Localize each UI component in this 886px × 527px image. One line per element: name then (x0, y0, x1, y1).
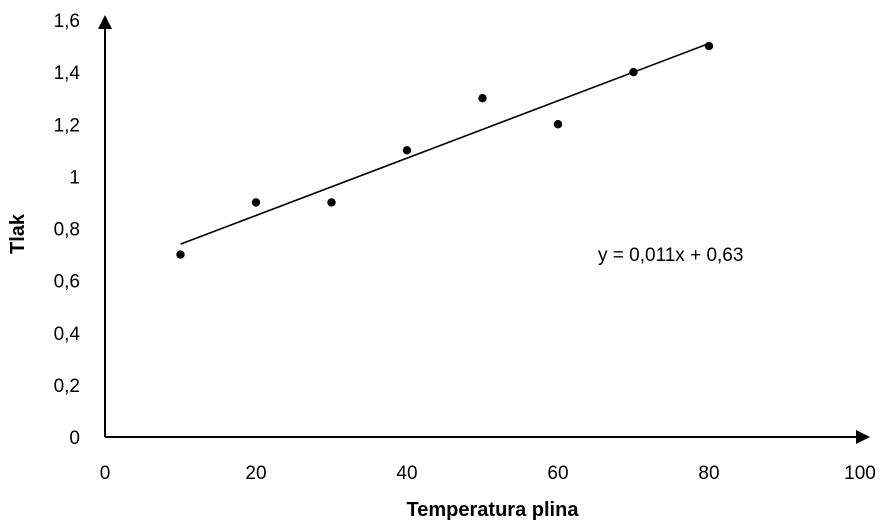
data-points (176, 41, 714, 259)
y-tick-label: 0,4 (54, 324, 81, 345)
y-tick-label: 0,2 (54, 376, 80, 397)
data-point (704, 41, 714, 51)
trendline-equation: y = 0,011x + 0,63 (598, 245, 743, 266)
x-tick-labels: 0 20 40 60 80 100 (100, 463, 876, 484)
x-tick-label: 100 (844, 463, 876, 484)
data-point (402, 146, 412, 155)
x-axis-label: Temperatura plina (407, 499, 580, 521)
y-tick-label: 0,6 (54, 272, 80, 293)
y-tick-label: 1,6 (54, 11, 80, 32)
x-tick-label: 60 (547, 463, 568, 484)
y-tick-label: 0,8 (54, 220, 80, 241)
data-point (176, 250, 185, 259)
x-tick-label: 20 (245, 463, 266, 484)
y-axis-arrow (98, 15, 112, 29)
x-tick-label: 80 (698, 463, 719, 484)
trendline (180, 42, 710, 245)
y-axis-label: Tlak (7, 213, 29, 254)
y-tick-label: 0 (69, 428, 80, 449)
data-point (251, 198, 261, 207)
trendline-group (180, 42, 710, 245)
y-tick-label: 1,4 (54, 63, 81, 84)
x-axis-arrow (856, 430, 870, 444)
y-tick-label: 1,2 (54, 115, 80, 136)
data-point (629, 67, 638, 77)
x-tick-label: 0 (100, 463, 111, 484)
data-point (327, 198, 336, 207)
y-tick-labels: 0 0,2 0,4 0,6 0,8 1 1,2 1,4 1,6 (54, 11, 81, 449)
data-point (478, 93, 487, 103)
x-tick-label: 40 (396, 463, 417, 484)
axes (98, 15, 870, 444)
y-tick-label: 1 (69, 167, 80, 188)
data-point (553, 120, 563, 129)
